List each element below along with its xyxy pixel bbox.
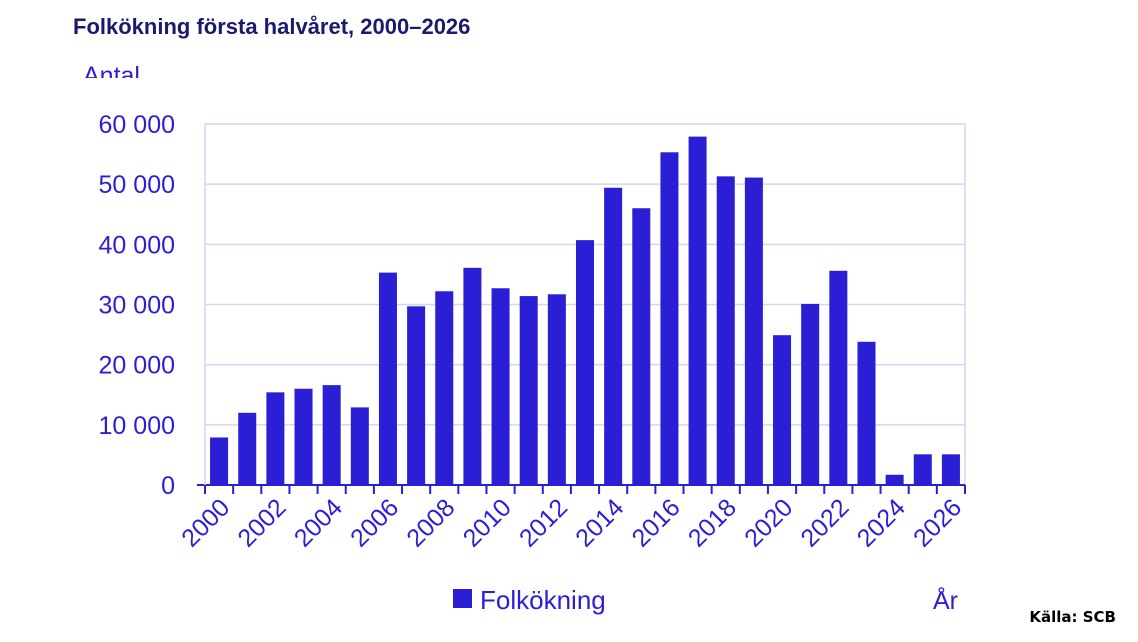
x-tick-label: 2002 <box>232 493 291 552</box>
bar <box>941 454 960 485</box>
y-tick-label: 60 000 <box>99 111 175 139</box>
bar <box>885 474 904 485</box>
y-tick-label: 30 000 <box>99 292 175 320</box>
bar <box>716 176 735 485</box>
chart-title: Folkökning första halvåret, 2000–2026 <box>73 14 471 39</box>
bar <box>744 177 763 485</box>
bar <box>435 291 454 485</box>
bar <box>210 437 229 485</box>
x-tick-label: 2022 <box>795 493 854 552</box>
y-tick-label: 40 000 <box>99 231 175 259</box>
bar <box>604 187 623 485</box>
bar <box>857 341 876 485</box>
x-tick-label: 2020 <box>739 493 798 552</box>
x-tick-label: 2010 <box>458 493 517 552</box>
bar <box>322 385 341 485</box>
bar <box>688 136 707 485</box>
legend-swatch <box>453 589 472 608</box>
bar <box>801 303 820 485</box>
bar <box>660 152 679 486</box>
y-tick-label: 10 000 <box>99 412 175 440</box>
bar <box>519 296 538 485</box>
x-tick-label: 2024 <box>852 493 911 552</box>
x-tick-label: 2026 <box>908 493 967 552</box>
bar <box>407 306 426 485</box>
x-tick-label: 2012 <box>514 493 573 552</box>
bar <box>266 392 285 485</box>
y-tick-label: 0 <box>161 472 175 500</box>
legend-label: Folkökning <box>480 585 606 615</box>
bar <box>575 240 595 485</box>
source-note: Källa: SCB <box>1029 608 1116 626</box>
bar <box>463 267 482 485</box>
bar <box>294 388 313 485</box>
x-tick-label: 2014 <box>570 493 629 552</box>
x-tick-label: 2018 <box>683 493 742 552</box>
x-tick-label: 2000 <box>176 493 235 552</box>
x-tick-label: 2004 <box>289 493 348 552</box>
bar <box>547 294 566 485</box>
bar <box>913 454 932 485</box>
bar <box>491 288 510 485</box>
bar <box>238 412 257 485</box>
y-tick-label: 50 000 <box>99 171 175 199</box>
bar <box>632 208 651 485</box>
axis-title-mask <box>78 78 158 90</box>
bar <box>350 407 369 485</box>
y-tick-label: 20 000 <box>99 352 175 380</box>
bar <box>378 272 397 485</box>
x-tick-label: 2016 <box>627 493 686 552</box>
x-tick-label: 2008 <box>401 493 460 552</box>
bar <box>773 335 792 485</box>
x-tick-label: 2006 <box>345 493 404 552</box>
x-axis-title: År <box>933 585 958 615</box>
bar <box>829 270 848 485</box>
